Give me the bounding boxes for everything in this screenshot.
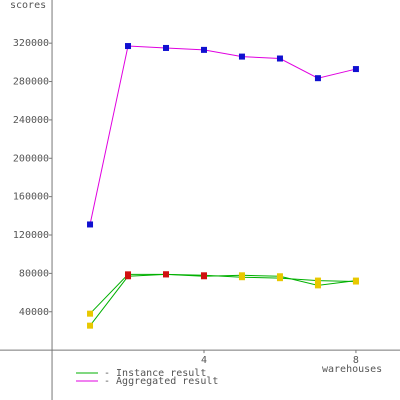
marker (200, 273, 207, 280)
marker (314, 282, 321, 289)
marker (352, 277, 359, 284)
y-tick-label: 240000 (13, 115, 49, 126)
y-tick-label: 120000 (13, 230, 49, 241)
y-axis-label: scores (10, 0, 46, 11)
marker (87, 322, 94, 329)
marker (125, 43, 132, 50)
marker (125, 273, 132, 280)
y-tick-label: 160000 (13, 192, 49, 203)
marker (314, 277, 321, 284)
marker (163, 44, 170, 51)
series-line (89, 45, 357, 225)
y-tick-label: 200000 (13, 153, 49, 164)
series-line (89, 273, 356, 326)
marker (276, 55, 283, 62)
marker (238, 272, 245, 279)
marker (200, 46, 207, 53)
x-tick-label: 4 (201, 355, 207, 366)
marker (314, 75, 321, 82)
legend-label: - Instance result (104, 368, 206, 379)
y-tick-label: 80000 (19, 268, 49, 279)
marker (238, 53, 245, 60)
marker (87, 221, 94, 228)
x-axis-label: warehouses (322, 364, 382, 375)
y-tick-label: 40000 (19, 307, 49, 318)
marker (87, 310, 94, 317)
x-tick-label: 8 (353, 355, 359, 366)
marker (352, 66, 359, 73)
marker (163, 271, 170, 278)
marker (276, 273, 283, 280)
y-tick-label: 280000 (13, 77, 49, 88)
y-tick-label: 320000 (13, 38, 49, 49)
legend-label: - Aggregated result (104, 376, 218, 387)
